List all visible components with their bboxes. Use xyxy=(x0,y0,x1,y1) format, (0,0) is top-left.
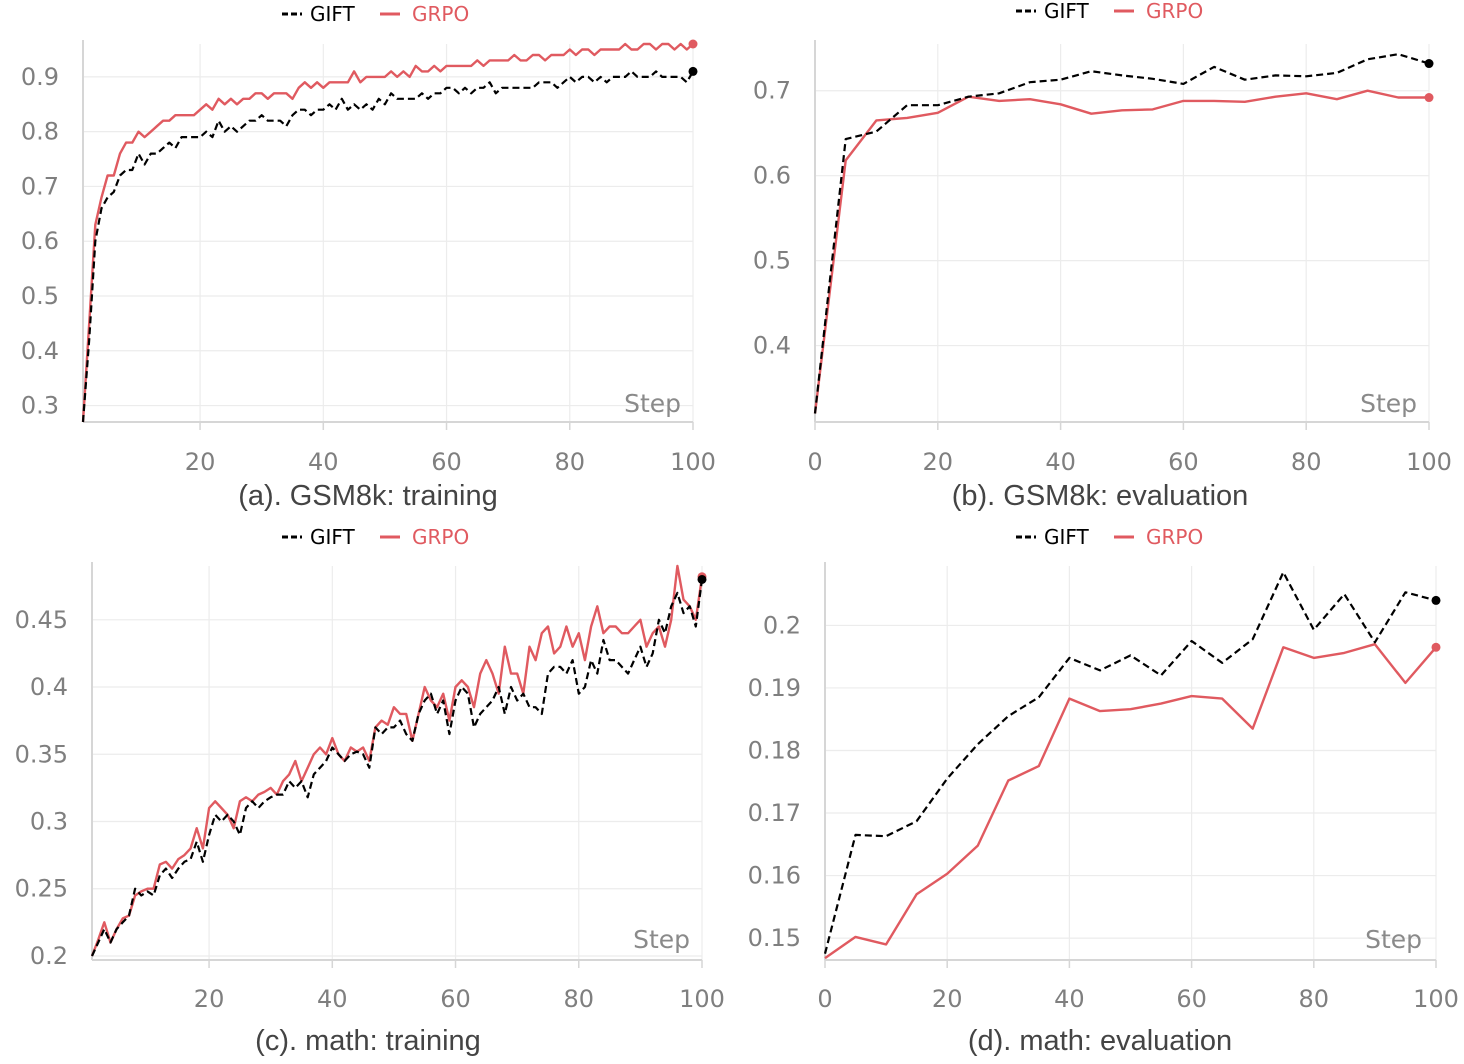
x-tick-label: 0 xyxy=(817,985,832,1013)
chart-caption: (a). GSM8k: training xyxy=(238,480,497,512)
x-tick-label: 100 xyxy=(1406,448,1452,476)
y-tick-label: 0.2 xyxy=(30,942,68,970)
chart-caption: (c). math: training xyxy=(255,1025,481,1057)
series-line-grpo xyxy=(824,643,1437,960)
y-tick-label: 0.7 xyxy=(21,172,59,200)
legend-label-grpo: GRPO xyxy=(412,2,469,26)
series-line-gift xyxy=(81,70,694,423)
legend-label-grpo: GRPO xyxy=(412,525,469,549)
legend-label-grpo: GRPO xyxy=(1146,525,1203,549)
y-tick-label: 0.6 xyxy=(753,162,791,190)
y-tick-label: 0.4 xyxy=(753,332,791,360)
series-end-marker-grpo xyxy=(1431,642,1441,652)
chart-panel-a: 0.3 0.4 0.5 0.6 0.7 0.8 0.9 20 40 60 80 100 Step GIFT… xyxy=(21,2,716,512)
x-tick-label: 40 xyxy=(308,448,339,476)
x-tick-label: 100 xyxy=(1413,985,1459,1013)
legend: GIFT GRPO xyxy=(282,525,469,549)
x-tick-label: 20 xyxy=(932,985,963,1013)
x-tick-label: 40 xyxy=(1045,448,1076,476)
x-tick-label: 20 xyxy=(185,448,216,476)
series-line-grpo xyxy=(813,89,1429,414)
legend-label-gift: GIFT xyxy=(310,2,356,26)
x-tick-label: 60 xyxy=(440,985,471,1013)
x-tick-label: 60 xyxy=(1168,448,1199,476)
series-end-marker-grpo xyxy=(1424,93,1434,103)
x-tick-label: 20 xyxy=(194,985,225,1013)
y-tick-label: 0.3 xyxy=(30,807,68,835)
y-tick-label: 0.9 xyxy=(21,63,59,91)
y-tick-label: 0.18 xyxy=(748,736,801,764)
series-line-gift xyxy=(813,53,1430,414)
x-tick-label: 80 xyxy=(1291,448,1322,476)
y-tick-label: 0.16 xyxy=(748,862,801,890)
x-tick-label: 40 xyxy=(1054,985,1085,1013)
series-line-gift xyxy=(823,571,1437,954)
y-tick-label: 0.17 xyxy=(748,799,801,827)
y-tick-label: 0.15 xyxy=(748,924,801,952)
x-axis-label: Step xyxy=(624,389,681,418)
legend-label-grpo: GRPO xyxy=(1146,0,1203,23)
x-tick-label: 80 xyxy=(1299,985,1330,1013)
legend-label-gift: GIFT xyxy=(1044,0,1090,23)
chart-panel-d: 0.15 0.16 0.17 0.18 0.19 0.2 0 20 40 60 80 100 Step G… xyxy=(748,525,1459,1057)
x-tick-label: 100 xyxy=(679,985,725,1013)
x-tick-label: 80 xyxy=(554,448,585,476)
y-tick-label: 0.19 xyxy=(748,674,801,702)
y-tick-label: 0.4 xyxy=(30,673,68,701)
x-tick-label: 60 xyxy=(431,448,462,476)
x-tick-label: 100 xyxy=(670,448,716,476)
series-line-grpo xyxy=(90,564,704,957)
series-line-gift xyxy=(91,579,704,957)
x-tick-label: 40 xyxy=(317,985,348,1013)
series-end-marker-gift xyxy=(697,574,707,584)
x-tick-label: 20 xyxy=(923,448,954,476)
y-tick-label: 0.7 xyxy=(753,77,791,105)
legend-label-gift: GIFT xyxy=(310,525,356,549)
y-tick-label: 0.45 xyxy=(15,606,68,634)
x-tick-label: 0 xyxy=(807,448,822,476)
y-tick-label: 0.5 xyxy=(753,247,791,275)
y-tick-label: 0.5 xyxy=(21,282,59,310)
legend: GIFT GRPO xyxy=(1016,525,1203,549)
x-axis-label: Step xyxy=(1360,389,1417,418)
chart-caption: (d). math: evaluation xyxy=(968,1025,1232,1057)
y-tick-label: 0.35 xyxy=(15,740,68,768)
series-end-marker-gift xyxy=(1431,595,1441,605)
chart-panel-b: 0.4 0.5 0.6 0.7 0 20 40 60 80 100 Step GIFT GRPO (b).… xyxy=(753,0,1452,512)
x-axis-label: Step xyxy=(1365,925,1422,954)
series-end-marker-gift xyxy=(1424,59,1434,69)
chart-panel-c: 0.2 0.25 0.3 0.35 0.4 0.45 20 40 60 80 100 Step GIFT… xyxy=(15,525,725,1057)
x-tick-label: 80 xyxy=(563,985,594,1013)
x-tick-label: 60 xyxy=(1176,985,1207,1013)
legend: GIFT GRPO xyxy=(282,2,469,26)
series-end-marker-grpo xyxy=(688,39,698,49)
y-tick-label: 0.25 xyxy=(15,875,68,903)
y-tick-label: 0.6 xyxy=(21,227,59,255)
y-tick-label: 0.3 xyxy=(21,392,59,420)
legend-label-gift: GIFT xyxy=(1044,525,1090,549)
x-axis-label: Step xyxy=(633,925,690,954)
legend: GIFT GRPO xyxy=(1016,0,1203,23)
series-end-marker-gift xyxy=(688,66,698,76)
y-tick-label: 0.2 xyxy=(763,611,801,639)
y-tick-label: 0.8 xyxy=(21,118,59,146)
chart-caption: (b). GSM8k: evaluation xyxy=(952,480,1249,512)
series-line-grpo xyxy=(81,42,694,423)
y-tick-label: 0.4 xyxy=(21,337,59,365)
